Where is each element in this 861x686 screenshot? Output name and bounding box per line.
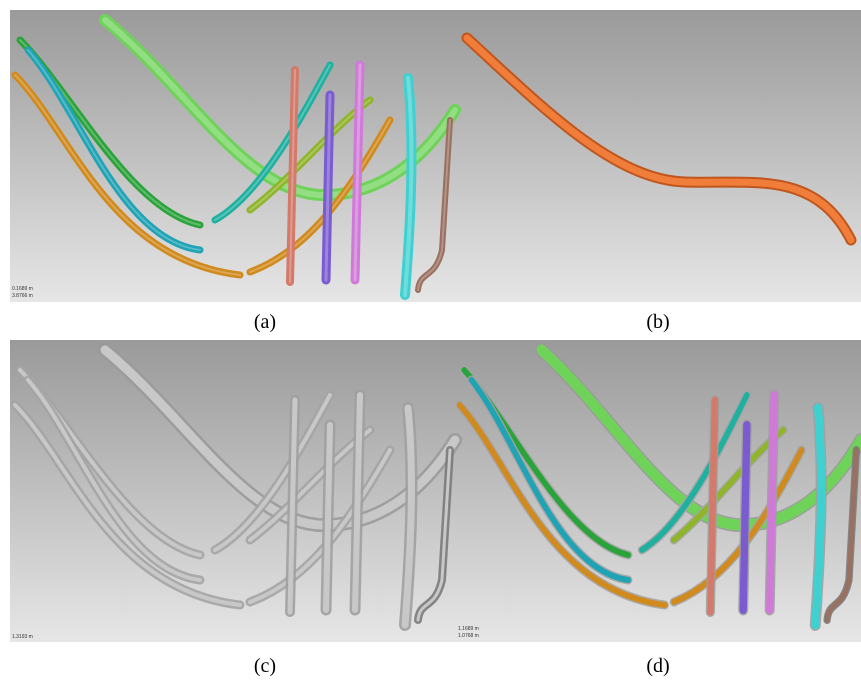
tube	[286, 66, 299, 286]
tube	[323, 422, 333, 613]
tube	[536, 344, 861, 531]
tube	[456, 402, 668, 608]
tube	[26, 378, 202, 582]
tube	[765, 391, 778, 614]
tube	[14, 74, 241, 276]
tube	[24, 46, 204, 254]
tube	[102, 17, 458, 199]
tube	[11, 71, 244, 279]
tube	[811, 403, 826, 630]
tube	[213, 393, 332, 552]
tube	[324, 93, 332, 282]
tube	[353, 63, 362, 282]
tube	[27, 49, 201, 251]
tube	[401, 404, 415, 629]
tube	[468, 377, 632, 583]
scale-label: 1.1689 m	[458, 626, 479, 632]
tube	[99, 14, 461, 202]
tube	[403, 76, 414, 297]
tube	[415, 117, 453, 293]
tube-highlight	[463, 34, 855, 244]
panel-c-image	[10, 340, 455, 642]
panel-label: (a)	[254, 311, 276, 333]
panel-label: (d)	[646, 655, 669, 677]
panel-a-tubes	[11, 14, 461, 300]
tube	[707, 396, 719, 616]
scale-label: 0.1689 m	[12, 286, 33, 292]
panel-label: (b)	[646, 311, 669, 333]
tube	[100, 345, 460, 530]
panel-b-image	[455, 10, 861, 302]
panel-d-tubes	[455, 343, 861, 631]
tube	[287, 397, 298, 615]
tube	[350, 60, 365, 285]
panel-d-image	[455, 340, 861, 642]
tube	[13, 403, 242, 607]
tube	[400, 73, 417, 300]
scale-label: 3.8766 m	[12, 293, 33, 299]
tube	[352, 392, 363, 613]
panel-c-tubes	[10, 343, 462, 631]
panel-label: (c)	[254, 655, 276, 677]
tube	[824, 447, 859, 623]
tube	[639, 392, 750, 553]
tube	[211, 61, 334, 224]
scale-label: 1.0768 m	[458, 633, 479, 639]
panel-b-tubes	[461, 32, 857, 246]
tube	[289, 69, 296, 283]
tube	[214, 64, 331, 221]
scale-label: 1.3193 m	[12, 634, 33, 640]
tube	[416, 448, 452, 622]
tube	[417, 119, 451, 291]
tube	[321, 90, 335, 285]
tube	[739, 421, 751, 614]
